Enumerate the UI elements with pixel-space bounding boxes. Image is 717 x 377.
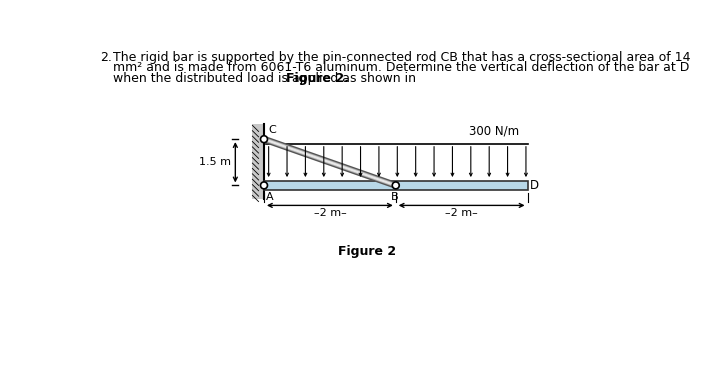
Text: D: D: [530, 179, 539, 192]
Circle shape: [392, 182, 399, 189]
Text: C: C: [269, 125, 276, 135]
Circle shape: [260, 136, 267, 143]
Text: –2 m–: –2 m–: [313, 208, 346, 219]
Text: 2.: 2.: [100, 51, 113, 64]
Text: A: A: [265, 192, 273, 202]
Text: Figure 2: Figure 2: [338, 245, 396, 257]
Bar: [252, 124, 264, 199]
Polygon shape: [263, 136, 397, 188]
Text: mm² and is made from 6061-T6 aluminum. Determine the vertical deflection of the : mm² and is made from 6061-T6 aluminum. D…: [113, 61, 689, 74]
Text: when the distributed load is applied as shown in: when the distributed load is applied as …: [113, 72, 420, 85]
Bar: [264, 181, 528, 190]
Polygon shape: [264, 138, 396, 186]
Text: 300 N/m: 300 N/m: [470, 125, 520, 138]
Text: 1.5 m: 1.5 m: [199, 157, 231, 167]
Circle shape: [260, 182, 267, 189]
Text: Figure 2.: Figure 2.: [287, 72, 349, 85]
Text: –2 m–: –2 m–: [445, 208, 478, 219]
Text: B: B: [390, 192, 398, 202]
Text: The rigid bar is supported by the pin-connected rod CB that has a cross-sectiona: The rigid bar is supported by the pin-co…: [113, 51, 690, 64]
